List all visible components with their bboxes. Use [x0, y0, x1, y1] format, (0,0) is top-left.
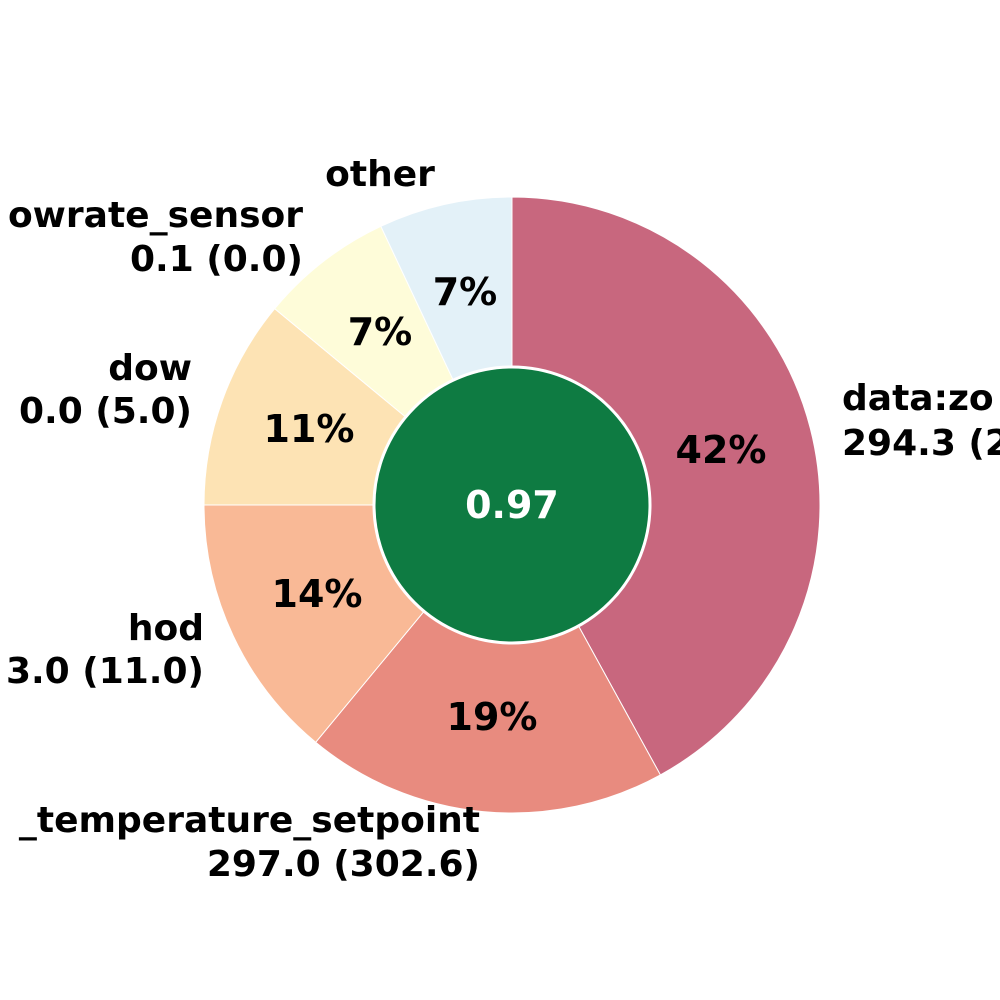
slice-value-label: 0.1 (0.0): [130, 239, 303, 280]
center-value: 0.97: [465, 483, 559, 527]
slice-percent-label: 14%: [272, 572, 363, 616]
slice-name-label: owrate_sensor: [8, 195, 303, 236]
slice-value-label: 297.0 (302.6): [207, 844, 480, 885]
percent-labels-group: 42% 19% 14% 11% 7% 7%: [264, 270, 767, 739]
slice-name-label: dow: [108, 348, 192, 389]
slice-percent-label: 42%: [676, 428, 767, 472]
center-circle: [372, 365, 652, 645]
slice-percent-label: 19%: [447, 695, 538, 739]
slice-percent-label: 7%: [348, 310, 413, 354]
slice-value-label: 294.3 (2: [842, 423, 1000, 464]
slice-name-label: data:zo: [842, 378, 994, 419]
slice-1: [511, 196, 821, 776]
slice-name-label: _temperature_setpoint: [19, 800, 480, 841]
slice-percent-label: 7%: [433, 270, 498, 314]
slice-name-label: other: [325, 154, 435, 195]
slice-value-label: 3.0 (11.0): [6, 651, 204, 692]
slice-value-label: 0.0 (5.0): [19, 391, 192, 432]
slice-2: [314, 504, 662, 814]
slice-percent-label: 11%: [264, 407, 355, 451]
slice-name-label: hod: [128, 608, 204, 649]
